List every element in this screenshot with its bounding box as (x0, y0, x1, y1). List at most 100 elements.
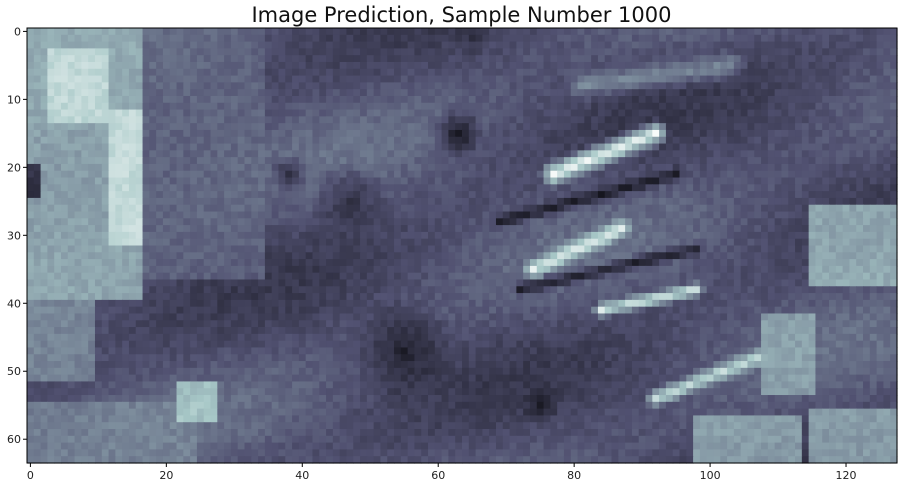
heatmap-cell (305, 238, 314, 247)
heatmap-cell (781, 89, 789, 97)
heatmap-cell (577, 184, 585, 192)
heatmap-cell (849, 61, 857, 70)
heatmap-cell (332, 252, 341, 260)
heatmap-cell (142, 157, 150, 165)
heatmap-cell (203, 163, 212, 172)
heatmap-cell (312, 68, 320, 77)
heatmap-cell (162, 163, 171, 172)
heatmap-cell (305, 211, 314, 219)
heatmap-cell (652, 41, 660, 49)
heatmap-cell (142, 279, 150, 287)
heatmap-cell (183, 191, 191, 199)
heatmap-cell (394, 116, 402, 124)
heatmap-cell (829, 252, 837, 260)
heatmap-cell (60, 177, 69, 185)
heatmap-cell (441, 170, 450, 179)
heatmap-cell (74, 265, 82, 274)
heatmap-cell (434, 143, 443, 151)
heatmap-cell (808, 225, 817, 233)
heatmap-cell (135, 123, 144, 131)
heatmap-cell (183, 89, 191, 97)
heatmap-cell (128, 102, 137, 111)
heatmap-cell (652, 197, 660, 206)
heatmap-cell (815, 204, 823, 213)
heatmap-cell (285, 191, 293, 199)
heatmap-cell (108, 82, 116, 90)
heatmap-cell (101, 279, 110, 287)
heatmap-cell (54, 225, 62, 233)
heatmap-cell (509, 41, 517, 49)
heatmap-cell (271, 218, 280, 226)
heatmap-cell (81, 225, 89, 233)
heatmap-cell (761, 286, 769, 294)
heatmap-cell (339, 143, 348, 151)
heatmap-cell (876, 279, 885, 287)
heatmap-cell (761, 48, 769, 56)
heatmap-cell (693, 116, 701, 124)
heatmap-cell (801, 191, 810, 199)
heatmap-cell (278, 238, 286, 247)
heatmap-cell (489, 211, 497, 219)
heatmap-cell (258, 177, 266, 185)
heatmap-cell (258, 211, 266, 219)
heatmap-cell (176, 272, 184, 281)
heatmap-cell (47, 211, 55, 219)
heatmap-cell (271, 191, 280, 199)
heatmap-cell (94, 265, 103, 274)
heatmap-cell (489, 150, 497, 158)
heatmap-cell (128, 231, 137, 240)
heatmap-cell (733, 48, 742, 56)
heatmap-cell (699, 123, 708, 131)
heatmap-cell (767, 245, 776, 253)
heatmap-cell (387, 95, 395, 104)
heatmap-cell (509, 225, 517, 233)
heatmap-cell (754, 238, 762, 247)
heatmap-cell (557, 109, 565, 117)
heatmap-cell (441, 286, 450, 294)
heatmap-cell (33, 109, 42, 117)
heatmap-cell (258, 272, 266, 281)
heatmap-cell (468, 123, 477, 131)
heatmap-cell (713, 279, 721, 287)
heatmap-cell (754, 116, 762, 124)
heatmap-cell (278, 28, 286, 36)
heatmap-cell (264, 89, 273, 97)
heatmap-cell (611, 68, 619, 77)
heatmap-cell (74, 211, 82, 219)
heatmap-cell (380, 95, 388, 104)
heatmap-cell (706, 61, 715, 70)
heatmap-cell (176, 231, 184, 240)
heatmap-cell (706, 41, 715, 49)
heatmap-cell (142, 191, 150, 199)
heatmap-cell (863, 218, 871, 226)
heatmap-cell (767, 204, 776, 213)
heatmap-cell (380, 245, 388, 253)
heatmap-cell (516, 34, 524, 43)
heatmap-cell (142, 163, 150, 172)
heatmap-cell (699, 197, 708, 206)
heatmap-cell (801, 265, 810, 274)
heatmap-cell (625, 143, 633, 151)
heatmap-cell (326, 95, 334, 104)
heatmap-cell (468, 218, 477, 226)
heatmap-cell (305, 231, 314, 240)
heatmap-cell (631, 89, 640, 97)
heatmap-cell (305, 116, 314, 124)
heatmap-cell (652, 95, 660, 104)
heatmap-cell (339, 177, 348, 185)
heatmap-cell (94, 279, 103, 287)
heatmap-cell (611, 75, 619, 83)
heatmap-cell (149, 34, 157, 43)
heatmap-cell (577, 170, 585, 179)
heatmap-cell (727, 68, 735, 77)
heatmap-cell (421, 272, 429, 281)
heatmap-cell (101, 157, 110, 165)
heatmap-cell (67, 129, 76, 138)
heatmap-cell (455, 109, 463, 117)
heatmap-cell (94, 61, 103, 70)
heatmap-cell (475, 75, 483, 83)
heatmap-cell (128, 177, 137, 185)
heatmap-cell (47, 238, 55, 247)
heatmap-cell (502, 279, 511, 287)
heatmap-cell (210, 136, 218, 145)
